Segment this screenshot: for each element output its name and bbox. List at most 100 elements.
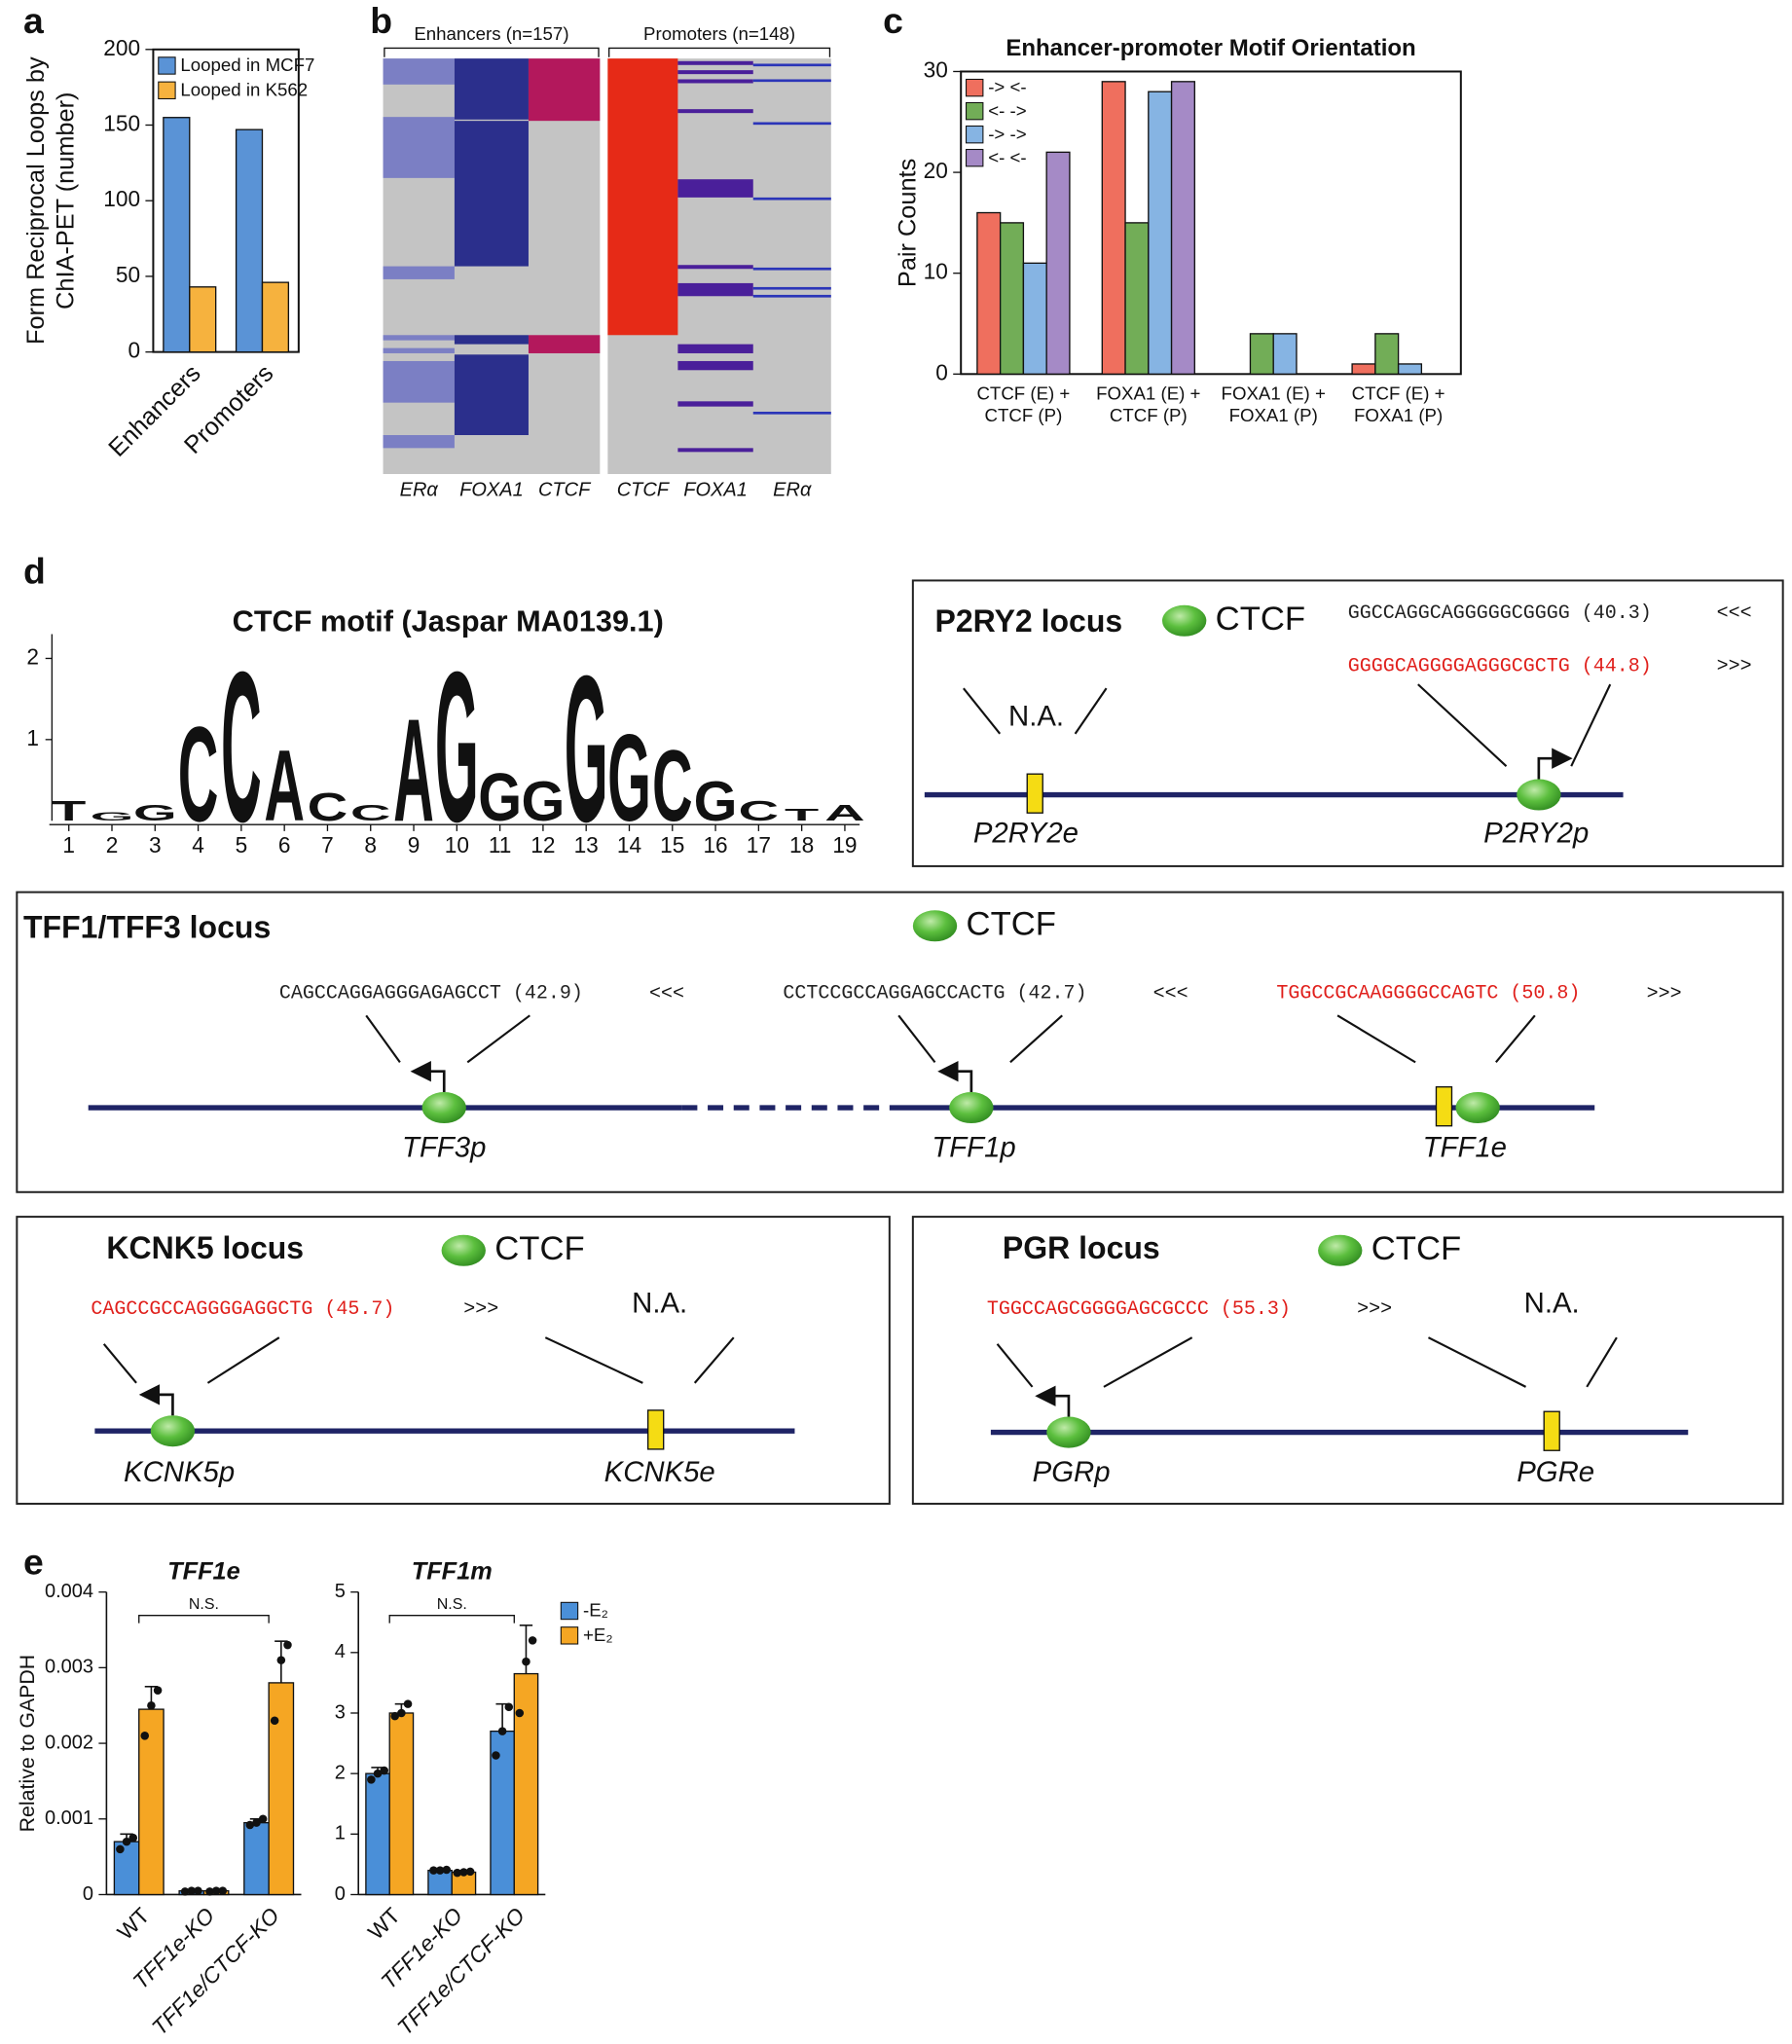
logo-letter-group: T <box>52 795 86 826</box>
data-point <box>128 1833 138 1843</box>
data-point <box>367 1775 376 1784</box>
logo-letter: T <box>785 806 819 825</box>
data-point <box>459 1868 468 1877</box>
heatmap-cell <box>528 58 601 122</box>
heatmap-cell <box>677 344 753 353</box>
heatmap-cell <box>752 267 831 271</box>
sequence-score: (42.9) <box>513 983 583 1005</box>
data-point <box>116 1844 125 1854</box>
motif-title: CTCF motif (Jaspar MA0139.1) <box>233 604 664 639</box>
heatmap-cell <box>383 266 455 279</box>
enhancer-site <box>1026 773 1043 814</box>
y-tick-label: 0.004 <box>45 1581 93 1602</box>
heatmap-cell <box>752 197 831 201</box>
logo-letter-group: C <box>308 785 348 830</box>
sequence-text: TGGCCGCAAGGGGCCAGTC <box>1276 983 1498 1005</box>
data-point <box>397 1708 406 1718</box>
not-available-label: N.A. <box>1524 1288 1580 1320</box>
heatmap-cell <box>454 354 529 436</box>
y-tick-label: 3 <box>335 1701 346 1723</box>
logo-letter-group: G <box>521 771 565 833</box>
bar <box>1397 363 1423 375</box>
motif-sequence: CCTCCGCCAGGAGCCACTG (42.7) <box>783 983 1086 1005</box>
plot-frame <box>960 70 1462 376</box>
heatmap-cell <box>454 335 529 345</box>
heatmap-cell <box>677 265 753 270</box>
data-point <box>429 1866 438 1875</box>
y-tick-label: 4 <box>335 1641 346 1662</box>
ctcf-site <box>1455 1092 1500 1124</box>
legend-swatch <box>966 101 984 121</box>
logo-letter: G <box>694 771 738 833</box>
heatmap-cell <box>752 63 831 67</box>
motif-sequence: CAGCCGCCAGGGGAGGCTG (45.7) <box>91 1298 394 1321</box>
locus-box <box>16 1216 891 1505</box>
data-point <box>453 1868 462 1878</box>
bar <box>138 1708 165 1896</box>
legend-swatch <box>966 125 984 144</box>
enhancer-site <box>647 1409 665 1450</box>
data-point <box>180 1887 190 1896</box>
pointer-line <box>1586 1336 1618 1388</box>
y-tick-label: 0 <box>935 359 948 384</box>
data-point <box>258 1814 268 1824</box>
bar <box>1022 262 1047 375</box>
data-point <box>252 1818 261 1827</box>
element-label: TFF3p <box>402 1131 486 1163</box>
data-point <box>205 1887 214 1896</box>
logo-letter: A <box>264 729 305 842</box>
legend-swatch <box>560 1626 579 1645</box>
data-point <box>270 1716 279 1726</box>
heatmap-cell <box>677 360 753 371</box>
legend-label: <- <- <box>988 147 1026 167</box>
bar <box>1351 363 1376 375</box>
pointer-line <box>466 1014 530 1064</box>
logo-letter: T <box>52 795 86 826</box>
data-point <box>390 1711 399 1721</box>
chart-title: Enhancer-promoter Motif Orientation <box>1006 35 1415 61</box>
y-tick-label: 10 <box>924 259 948 284</box>
y-tick-label: 5 <box>335 1581 346 1602</box>
pointer-line <box>1495 1014 1536 1064</box>
element-label: KCNK5e <box>604 1456 715 1488</box>
strand-marker: >>> <box>1357 1298 1392 1321</box>
pointer-line <box>996 1343 1034 1388</box>
x-tick-label: 19 <box>832 832 857 858</box>
legend-label: CTCF <box>967 905 1056 942</box>
significance-bracket <box>388 1614 515 1624</box>
panel-label: d <box>23 551 46 592</box>
legend-label: CTCF <box>1216 601 1305 638</box>
logo-letter-group: G <box>607 710 651 848</box>
column-label: CTCF <box>538 480 592 501</box>
bar <box>1249 333 1274 375</box>
data-point <box>465 1867 475 1877</box>
legend-label: CTCF <box>494 1230 584 1267</box>
x-tick-label: 2 <box>106 832 119 858</box>
x-tick-label: WT <box>363 1902 405 1944</box>
legend-swatch <box>158 56 176 75</box>
enhancer-site <box>1543 1410 1560 1451</box>
logo-letter: G <box>91 811 134 823</box>
strand-marker: >>> <box>463 1298 498 1321</box>
motif-sequence: GGCCAGGCAGGGGGCGGGG (40.3) <box>1348 602 1652 625</box>
ctcf-site <box>1046 1416 1091 1448</box>
tss-arrow <box>1035 1385 1071 1417</box>
pointer-line <box>1417 683 1508 767</box>
x-tick-label: FOXA1 (E) + FOXA1 (P) <box>1222 383 1326 425</box>
significance-label: N.S. <box>189 1596 219 1613</box>
sequence-text: CCTCCGCCAGGAGCCACTG <box>783 983 1005 1005</box>
bar <box>1101 81 1126 375</box>
column-label: FOXA1 <box>683 480 748 501</box>
sequence-score: (42.7) <box>1016 983 1086 1005</box>
significance-label: N.S. <box>437 1596 467 1613</box>
bar <box>976 211 1002 375</box>
sequence-text: GGCCAGGCAGGGGGCGGGG <box>1348 602 1570 625</box>
element-label: TFF1e <box>1423 1131 1507 1163</box>
locus-box <box>911 1216 1784 1505</box>
y-tick-label: 0 <box>83 1883 93 1905</box>
logo-letter-group: A <box>264 729 305 842</box>
bar <box>268 1682 295 1896</box>
heatmap-cell <box>752 294 831 298</box>
legend-swatch <box>560 1601 579 1621</box>
pointer-line <box>206 1336 280 1384</box>
